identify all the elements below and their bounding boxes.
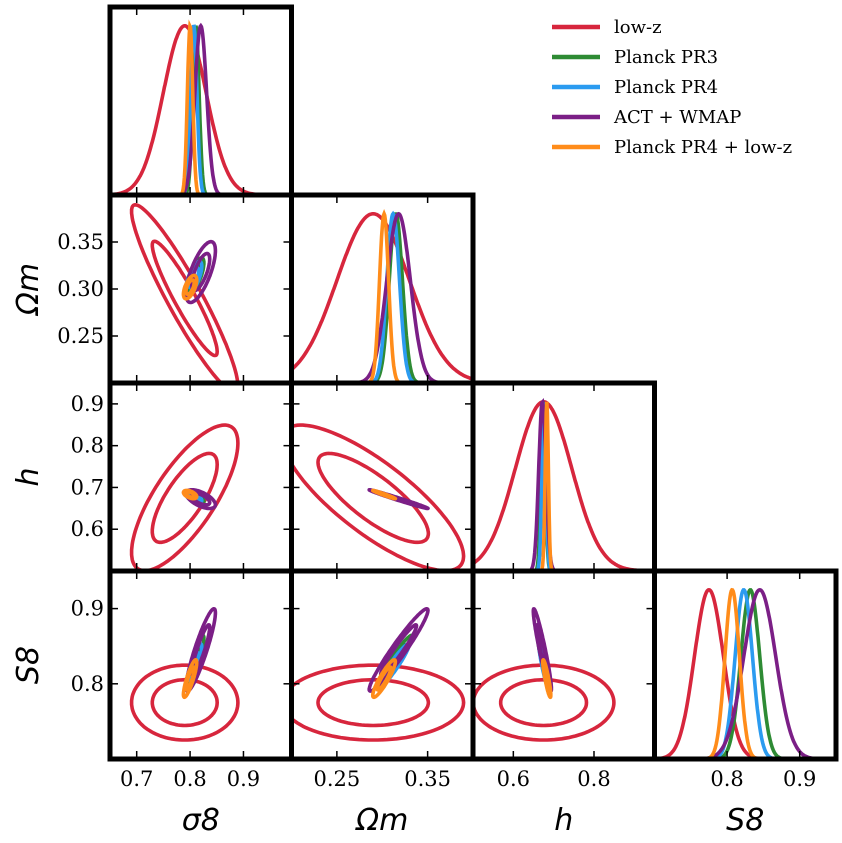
y-tick-label-S8: 0.9	[71, 597, 104, 621]
contour-low-z-68	[316, 677, 431, 728]
marginal-planck-pr4-low-z-h	[473, 401, 655, 571]
contour-low-z-95	[291, 423, 466, 571]
marginal-act-wmap-h	[473, 397, 655, 571]
legend-label: Planck PR4	[614, 77, 718, 98]
x-axis-label-S8: S8	[726, 803, 764, 838]
panel-h-vs-omega_m	[291, 423, 466, 571]
contour-low-z-68	[498, 677, 589, 728]
marginal-planck-pr4-h	[473, 402, 655, 571]
y-axis-label-omega_m: Ωm	[11, 263, 46, 317]
x-tick-label-omega_m: 0.35	[404, 767, 451, 791]
y-tick-label-h: 0.9	[71, 392, 104, 416]
contour-planck-pr4-low-z-95	[181, 273, 199, 301]
contour-act-wmap-95	[367, 488, 430, 511]
contour-planck-pr4-low-z-95	[181, 658, 199, 700]
marginal-planck-pr3-sigma8	[110, 25, 292, 195]
contour-act-wmap-68	[190, 251, 212, 293]
tick-layer: 0.7 0.8 0.9 0.25 0.35 0.6 0.8 0.8 0.9 0.25 0.30 0.3…	[57, 7, 816, 791]
panel-S8-vs-sigma8	[129, 607, 240, 742]
contour-planck-pr4-low-z-95	[541, 658, 553, 700]
contour-low-z-68	[316, 451, 431, 545]
marginal-planck-pr3-h	[473, 401, 655, 571]
contour-low-z-95	[291, 663, 466, 742]
contour-planck-pr4-low-z-95	[181, 488, 199, 501]
axis-label-layer: σ8 Ωm h S8 Ωm h S8	[11, 263, 764, 838]
y-tick-label-omega_m: 0.35	[57, 230, 104, 254]
legend: low-z Planck PR3 Planck PR4 ACT + WMAP Planc…	[552, 17, 792, 158]
legend-label: ACT + WMAP	[613, 107, 741, 128]
marginal-low-z-S8	[654, 587, 836, 759]
x-tick-label-sigma8: 0.7	[120, 767, 153, 791]
marginal-act-wmap-S8	[654, 587, 836, 759]
contour-act-wmap-95	[367, 607, 430, 693]
x-tick-label-sigma8: 0.8	[173, 767, 206, 791]
marginal-planck-pr4-sigma8	[110, 24, 292, 195]
marginal-planck-pr4-low-z-S8	[654, 587, 836, 759]
legend-label: low-z	[614, 17, 662, 38]
marginal-omega_m	[291, 208, 473, 383]
y-tick-label-S8: 0.8	[71, 672, 104, 696]
marginal-low-z-h	[473, 400, 655, 571]
contour-low-z-95	[129, 663, 240, 742]
panel-omega_m-vs-sigma8	[129, 203, 240, 383]
x-tick-label-h: 0.8	[577, 767, 610, 791]
x-axis-label-omega_m: Ωm	[354, 803, 408, 838]
contour-low-z-95	[129, 203, 240, 383]
panel-frame-2-2	[470, 380, 657, 574]
y-axis-label-h: h	[11, 467, 46, 486]
marginal-planck-pr4-S8	[654, 588, 836, 759]
contour-planck-pr4-low-z-68	[184, 278, 196, 297]
y-tick-label-h: 0.7	[71, 475, 104, 499]
x-tick-label-sigma8: 0.9	[227, 767, 260, 791]
contour-planck-pr4-low-z-95	[371, 488, 398, 501]
marginal-S8	[654, 587, 836, 759]
x-tick-label-S8: 0.8	[710, 767, 743, 791]
contour-low-z-68	[150, 239, 219, 358]
contour-planck-pr4-low-z-95	[371, 658, 398, 700]
x-tick-label-S8: 0.9	[783, 767, 816, 791]
y-tick-label-omega_m: 0.25	[57, 324, 104, 348]
y-axis-label-S8: S8	[11, 646, 46, 684]
marginal-planck-pr4-omega_m	[291, 210, 473, 383]
panel-S8-vs-omega_m	[291, 607, 466, 742]
marginal-planck-pr4-low-z-omega_m	[291, 208, 473, 383]
marginal-act-wmap-sigma8	[110, 22, 292, 195]
x-tick-label-omega_m: 0.25	[313, 767, 360, 791]
x-axis-label-sigma8: σ8	[182, 803, 220, 838]
panel-frame-3-3	[652, 568, 839, 762]
marginal-h	[473, 397, 655, 571]
legend-label: Planck PR4 + low-z	[614, 137, 792, 158]
marginal-sigma8	[110, 19, 292, 195]
panel-S8-vs-h	[473, 607, 616, 742]
x-tick-label-h: 0.6	[497, 767, 530, 791]
marginal-planck-pr3-S8	[654, 588, 836, 759]
y-tick-label-h: 0.8	[71, 434, 104, 458]
panel-frames	[107, 4, 839, 762]
legend-label: Planck PR3	[614, 47, 718, 68]
contour-low-z-68	[150, 677, 219, 728]
marginal-planck-pr3-omega_m	[291, 212, 473, 383]
y-tick-label-omega_m: 0.30	[57, 277, 104, 301]
panel-h-vs-sigma8	[129, 423, 240, 571]
y-tick-label-h: 0.6	[71, 517, 104, 541]
panel-frame-2-0	[107, 380, 294, 574]
contour-low-z-95	[129, 423, 240, 571]
x-axis-label-h: h	[554, 803, 573, 838]
